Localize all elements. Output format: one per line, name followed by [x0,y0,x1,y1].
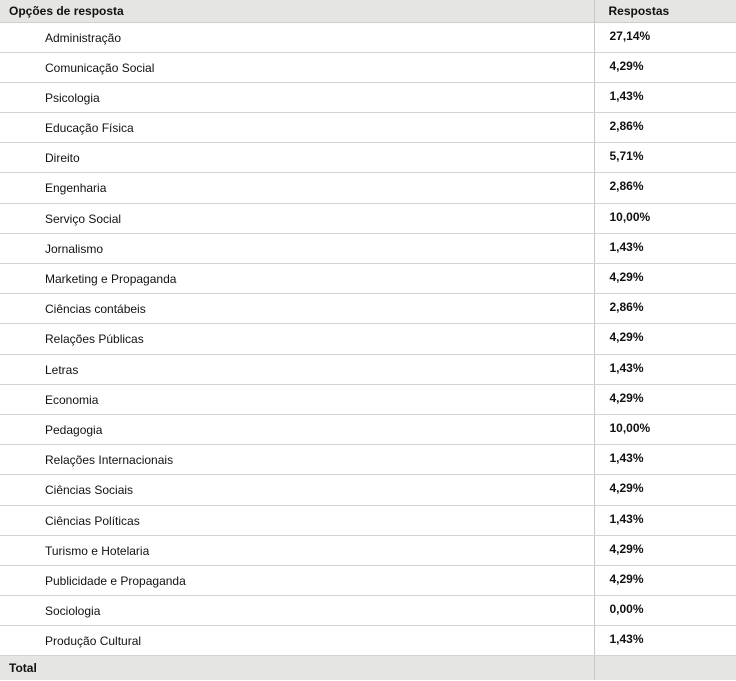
table-row: Turismo e Hotelaria 4,29% [0,535,736,566]
answer-option-label: Psicologia [0,82,594,114]
table-row: Pedagogia 10,00% [0,414,736,446]
response-percent: 4,29% [593,474,736,506]
total-row: Total [0,655,736,680]
answer-option-label: Letras [0,354,594,385]
answer-options-header: Opções de resposta [0,0,594,23]
total-value [593,655,736,680]
answer-option-label: Marketing e Propaganda [0,263,594,295]
response-percent: 2,86% [593,172,736,204]
response-percent: 0,00% [593,595,736,627]
response-percent: 4,29% [593,52,736,83]
table-row: Comunicação Social 4,29% [0,52,736,83]
table-row: Serviço Social 10,00% [0,203,736,234]
table-row: Direito 5,71% [0,142,736,174]
table-row: Ciências Sociais 4,29% [0,474,736,506]
response-percent: 5,71% [593,142,736,174]
table-row: Administração 27,14% [0,22,736,53]
table-row: Ciências Políticas 1,43% [0,505,736,536]
answer-option-label: Turismo e Hotelaria [0,535,594,566]
table-row: Marketing e Propaganda 4,29% [0,263,736,295]
responses-header: Respostas [593,0,736,23]
table-row: Engenharia 2,86% [0,172,736,204]
response-percent: 1,43% [593,444,736,476]
table-row: Letras 1,43% [0,354,736,385]
response-percent: 1,43% [593,505,736,536]
response-percent: 10,00% [593,203,736,234]
answer-option-label: Economia [0,384,594,415]
response-percent: 1,43% [593,625,736,657]
answer-option-label: Ciências contábeis [0,293,594,325]
table-row: Economia 4,29% [0,384,736,415]
answer-option-label: Relações Públicas [0,323,594,355]
answer-option-label: Produção Cultural [0,625,594,657]
response-percent: 1,43% [593,233,736,265]
table-header-row: Opções de resposta Respostas [0,0,736,23]
response-percent: 2,86% [593,112,736,144]
answer-option-label: Serviço Social [0,203,594,234]
table-row: Educação Física 2,86% [0,112,736,144]
answer-option-label: Pedagogia [0,414,594,446]
answer-option-label: Direito [0,142,594,174]
answer-option-label: Jornalismo [0,233,594,265]
table-row: Publicidade e Propaganda 4,29% [0,565,736,597]
response-percent: 4,29% [593,323,736,355]
table-row: Produção Cultural 1,43% [0,625,736,657]
answer-option-label: Engenharia [0,172,594,204]
response-percent: 4,29% [593,535,736,566]
answer-option-label: Sociologia [0,595,594,627]
answer-option-label: Relações Internacionais [0,444,594,476]
answer-option-label: Ciências Sociais [0,474,594,506]
response-percent: 10,00% [593,414,736,446]
table-row: Psicologia 1,43% [0,82,736,114]
table-row: Relações Públicas 4,29% [0,323,736,355]
response-percent: 4,29% [593,263,736,295]
answer-option-label: Administração [0,22,594,53]
table-row: Sociologia 0,00% [0,595,736,627]
response-percent: 1,43% [593,354,736,385]
table-body: Administração 27,14% Comunicação Social 4,2… [0,22,736,657]
answer-option-label: Publicidade e Propaganda [0,565,594,597]
table-row: Ciências contábeis 2,86% [0,293,736,325]
response-percent: 2,86% [593,293,736,325]
answer-option-label: Ciências Políticas [0,505,594,536]
response-percent: 1,43% [593,82,736,114]
table-row: Relações Internacionais 1,43% [0,444,736,476]
answer-option-label: Comunicação Social [0,52,594,83]
table-row: Jornalismo 1,43% [0,233,736,265]
answer-option-label: Educação Física [0,112,594,144]
response-percent: 4,29% [593,565,736,597]
total-label: Total [0,655,594,680]
response-percent: 4,29% [593,384,736,415]
response-percent: 27,14% [593,22,736,53]
